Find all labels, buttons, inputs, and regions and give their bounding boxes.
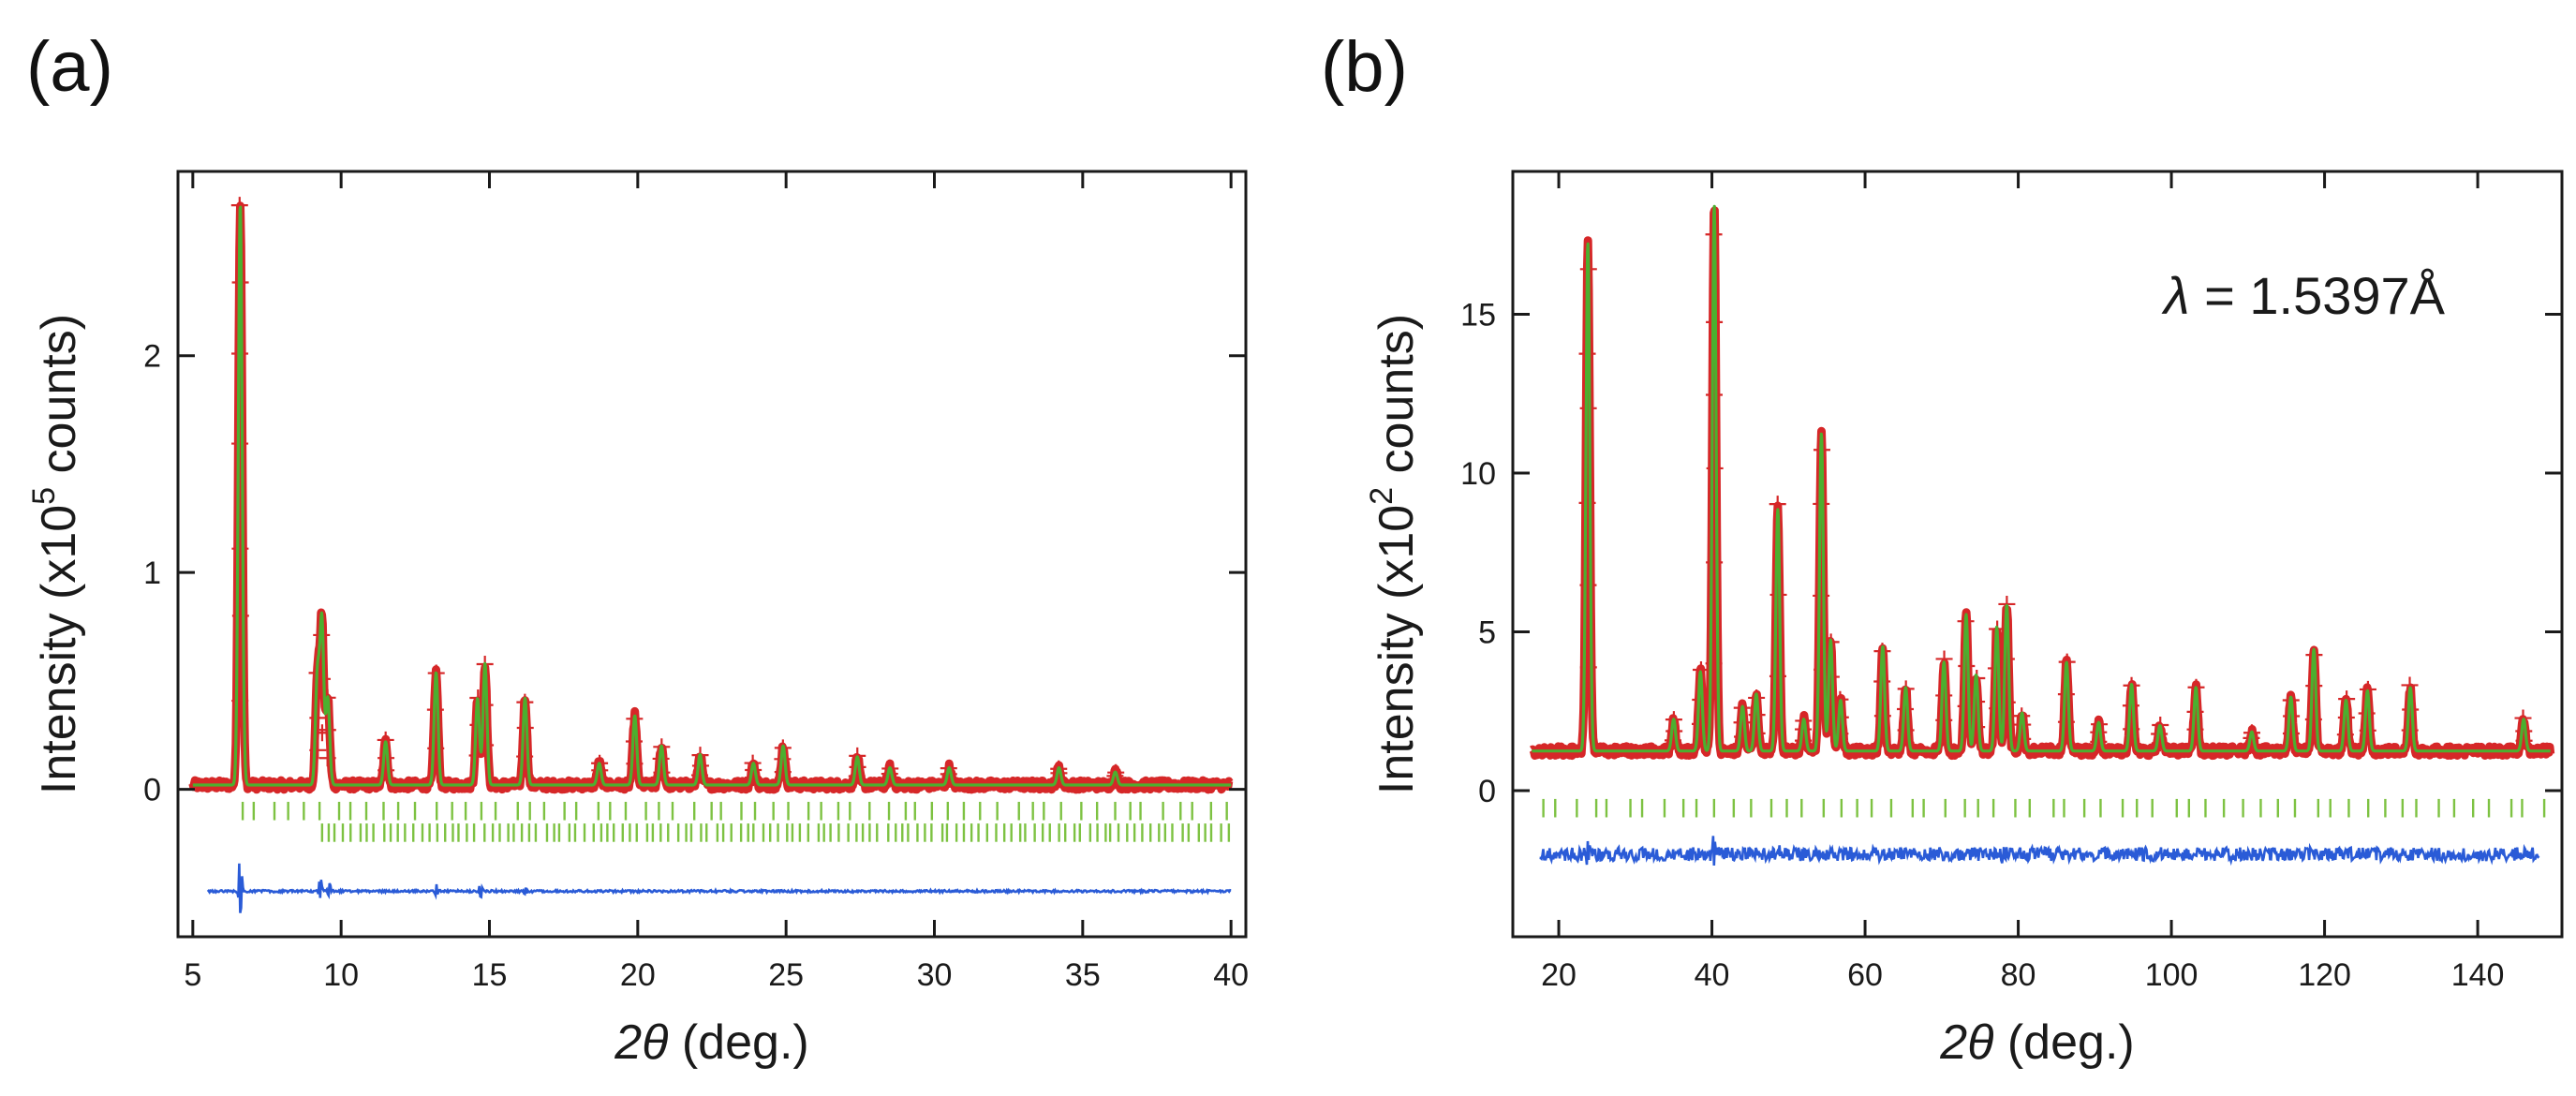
y-tick-label: 5 xyxy=(1478,615,1496,651)
x-tick-label: 5 xyxy=(184,957,201,993)
observed-marker xyxy=(1706,459,1724,477)
observed-marker xyxy=(2014,730,2032,748)
y-axis-suffix: counts) xyxy=(32,314,86,487)
x-tick-label: 80 xyxy=(2001,957,2036,993)
x-tick-label: 35 xyxy=(1065,957,1101,993)
reflection-row xyxy=(241,801,1228,821)
y-tick-label: 0 xyxy=(1478,774,1496,809)
observed-marker xyxy=(1705,655,1723,673)
x-axis-symbol: 2θ xyxy=(1939,1015,1993,1070)
x-tick-label: 20 xyxy=(1541,957,1577,993)
panel-a-chart: 5 10 15 20 25 30 35 40 0 1 2 2θ (deg.) Intensity (x1… xyxy=(26,170,1249,1070)
x-axis-title: 2θ (deg.) xyxy=(614,1015,808,1070)
observed-marker xyxy=(1769,667,1786,685)
x-tick-label: 25 xyxy=(768,957,804,993)
observed-marker xyxy=(1691,715,1709,733)
observed-marker xyxy=(1706,554,1724,571)
observed-marker xyxy=(318,721,336,739)
observed-marker xyxy=(309,709,327,727)
panel-label-b: (b) xyxy=(1321,27,1408,107)
observed-marker xyxy=(2336,726,2354,744)
plot-frame xyxy=(1511,170,2564,939)
observed-marker xyxy=(2186,720,2204,738)
x-axis-unit: (deg.) xyxy=(668,1015,808,1070)
reflection-row xyxy=(320,823,1231,842)
observed-marker xyxy=(2123,720,2140,738)
reflection-row xyxy=(1542,798,2546,818)
x-tick-label: 15 xyxy=(472,957,508,993)
observed-marker xyxy=(427,739,445,757)
observed-marker xyxy=(2359,721,2376,739)
y-tick-label: 2 xyxy=(143,339,161,375)
calculated-profile xyxy=(1531,204,2552,753)
observed-marker xyxy=(1935,687,1953,704)
observed-marker xyxy=(231,435,249,452)
y-axis-suffix: counts) xyxy=(1369,314,1424,487)
wavelength-annotation: λ = 1.5397Å xyxy=(2161,266,2446,325)
observed-marker xyxy=(231,692,249,710)
observed-marker xyxy=(1813,586,1830,604)
observed-markers xyxy=(230,197,1125,790)
x-axis-symbol: 2θ xyxy=(614,1015,668,1070)
y-axis-exponent: 5 xyxy=(26,487,62,505)
panel-label-a: (a) xyxy=(26,27,113,107)
y-axis-title: Intensity (x105 counts) xyxy=(26,314,86,794)
x-tick-label: 120 xyxy=(2298,957,2351,993)
x-tick-label: 30 xyxy=(917,957,953,993)
plot-area xyxy=(1528,204,2555,866)
calculated-profile xyxy=(191,205,1233,787)
difference-curve xyxy=(206,863,1232,913)
x-axis-unit: (deg.) xyxy=(1993,1015,2134,1070)
observed-marker xyxy=(1897,721,1915,739)
observed-data xyxy=(188,201,1235,794)
observed-marker xyxy=(626,755,644,773)
observed-marker xyxy=(1664,732,1681,749)
y-axis-label: Intensity (x10 xyxy=(1369,505,1424,794)
y-axis-title: Intensity (x102 counts) xyxy=(1364,314,1424,794)
observed-marker xyxy=(2282,725,2300,743)
observed-marker xyxy=(1957,697,1975,715)
difference-curve xyxy=(1539,836,2540,866)
observed-marker xyxy=(1578,494,1596,511)
observed-marker xyxy=(2304,710,2322,728)
observed-marker xyxy=(231,540,249,557)
observed-marker xyxy=(1579,576,1597,594)
plot-frame xyxy=(176,170,1248,939)
y-tick-label: 1 xyxy=(143,555,161,591)
x-tick-label: 10 xyxy=(323,957,359,993)
observed-marker xyxy=(2057,713,2075,731)
plot-area xyxy=(188,197,1235,913)
observed-marker xyxy=(309,741,327,759)
observed-marker xyxy=(468,747,486,764)
y-tick-label: 10 xyxy=(1460,456,1496,492)
observed-marker xyxy=(1873,707,1891,725)
x-tick-label: 20 xyxy=(620,957,656,993)
y-axis-exponent: 2 xyxy=(1364,487,1399,505)
observed-marker xyxy=(1734,728,1752,746)
x-axis-title: 2θ (deg.) xyxy=(1939,1015,2134,1070)
y-tick-label: 0 xyxy=(143,773,161,808)
observed-marker xyxy=(318,749,336,767)
wavelength-value: = 1.5397Å xyxy=(2190,266,2446,325)
x-tick-label: 140 xyxy=(2451,957,2505,993)
observed-marker xyxy=(1705,386,1723,404)
observed-marker xyxy=(1998,693,2016,711)
x-tick-label: 40 xyxy=(1213,957,1249,993)
observed-marker xyxy=(2401,721,2419,739)
observed-marker xyxy=(231,607,249,625)
observed-marker xyxy=(2305,677,2323,695)
y-axis-label: Intensity (x10 xyxy=(32,505,86,794)
observed-marker xyxy=(1935,711,1953,729)
observed-marker xyxy=(1748,724,1766,742)
x-tick-label: 60 xyxy=(1847,957,1883,993)
observed-marker xyxy=(516,748,534,765)
panel-b-chart: 20 40 60 80 100 120 140 0 5 10 15 2θ (deg.) Intensit… xyxy=(1364,170,2564,1070)
wavelength-symbol: λ xyxy=(2161,266,2190,325)
x-tick-label: 40 xyxy=(1695,957,1730,993)
x-tick-label: 100 xyxy=(2145,957,2198,993)
y-tick-label: 15 xyxy=(1460,298,1496,333)
